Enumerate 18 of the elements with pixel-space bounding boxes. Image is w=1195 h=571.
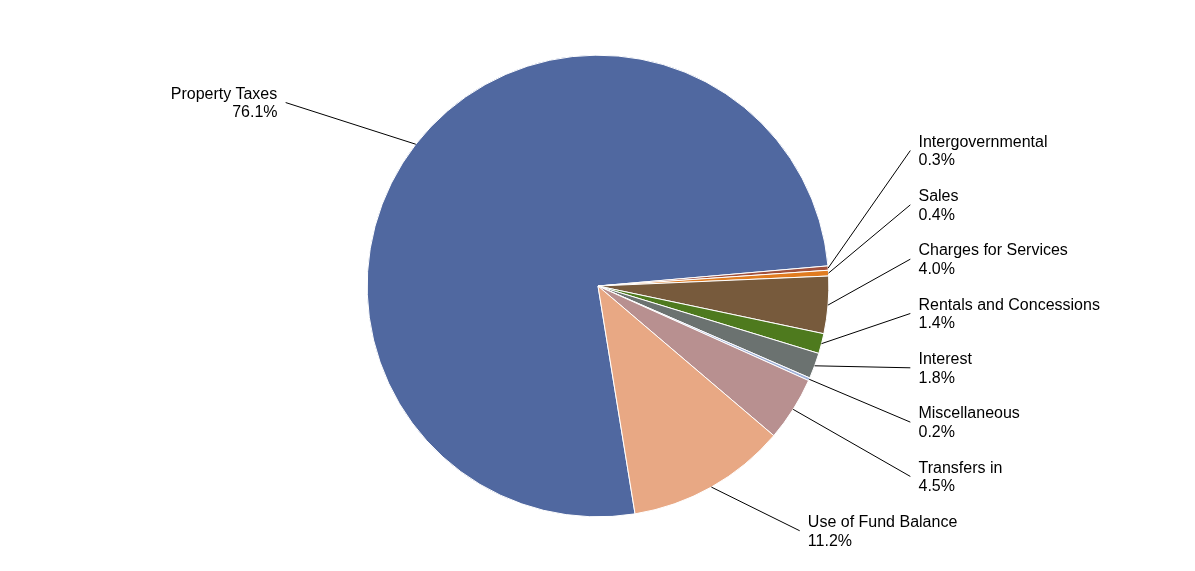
data-label: 0.2%	[918, 422, 955, 440]
data-label: 11.2%	[807, 531, 853, 549]
slice-label: Transfers in	[918, 458, 1003, 476]
slice-label: Use of Fund Balance	[807, 512, 958, 530]
slice-label: Interest	[918, 349, 973, 367]
data-label: 4.5%	[918, 477, 955, 495]
data-label: 4.0%	[918, 260, 955, 278]
data-label: 1.8%	[918, 368, 955, 386]
data-label: 1.4%	[918, 314, 955, 332]
slice-label: Rentals and Concessions	[918, 295, 1100, 313]
data-label: 0.3%	[918, 151, 955, 169]
slice-label: Sales	[918, 187, 959, 204]
data-label: 76.1%	[232, 103, 278, 121]
slice-label: Property Taxes	[170, 84, 278, 102]
slice-label: Miscellaneous	[918, 404, 1020, 422]
data-label: 0.4%	[918, 205, 955, 223]
slice-label: Intergovernmental	[918, 132, 1048, 150]
slice-label: Charges for Services	[918, 241, 1068, 259]
